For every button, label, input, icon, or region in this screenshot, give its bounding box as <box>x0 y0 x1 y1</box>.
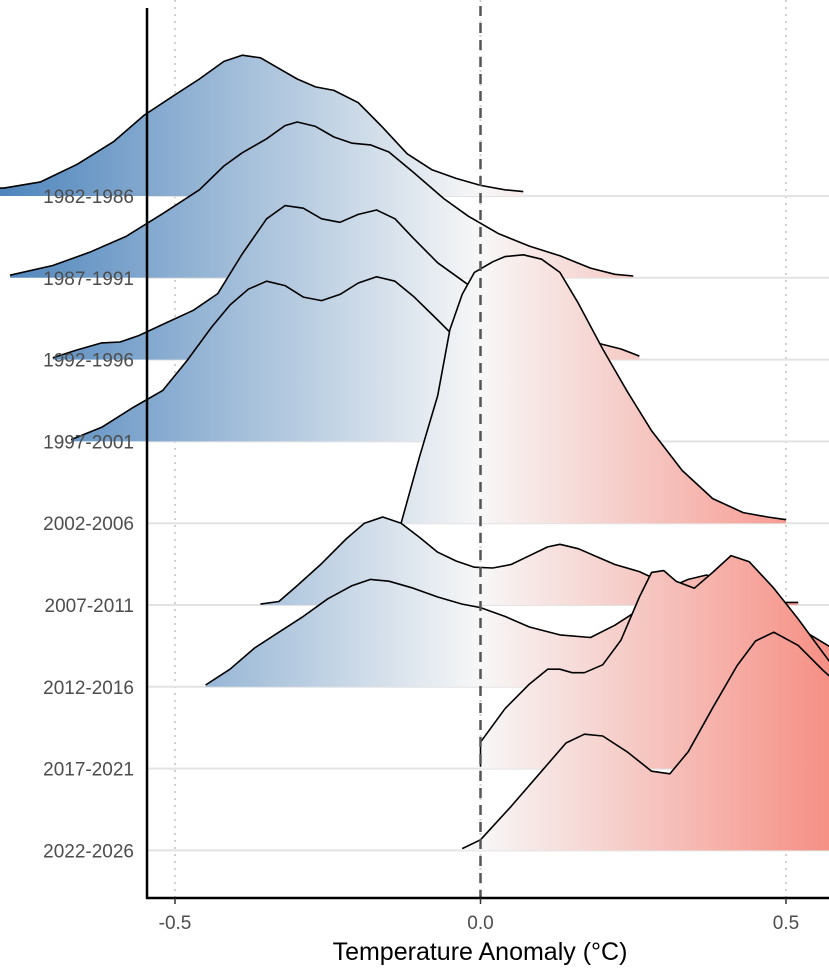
ridge-1997-2001 <box>70 276 482 442</box>
y-tick-label-8: 2022-2026 <box>43 841 134 862</box>
x-tick-label-3: 0.5 <box>773 913 799 934</box>
y-tick-label-0: 1982-1986 <box>43 187 134 208</box>
ridge-outline-0 <box>0 54 524 193</box>
ridge-area-8 <box>462 632 829 851</box>
y-tick-label-5: 2007-2011 <box>45 596 134 617</box>
ridge-area-1 <box>10 122 634 278</box>
ridge-area-4 <box>401 254 786 524</box>
x-tick-label-1: -0.5 <box>159 913 192 934</box>
y-tick-label-7: 2017-2021 <box>43 760 134 781</box>
ridge-outline-8 <box>461 631 829 850</box>
y-tick-label-4: 2002-2006 <box>43 514 134 535</box>
y-tick-label-3: 1997-2001 <box>43 432 134 453</box>
ridge-layer <box>0 54 829 851</box>
y-tick-label-6: 2012-2016 <box>43 678 134 699</box>
ridge-outline-4 <box>400 254 787 524</box>
ridge-outline-1 <box>9 121 634 277</box>
ridge-2002-2006 <box>400 254 787 524</box>
ridge-area-3 <box>71 276 481 442</box>
ridge-outline-7 <box>479 554 829 767</box>
y-tick-label-2: 1992-1996 <box>43 351 134 372</box>
x-tick-label-2: 0.0 <box>467 913 493 934</box>
ridge-1987-1991 <box>9 121 634 278</box>
y-tick-label-1: 1987-1991 <box>43 269 134 290</box>
x-axis-title: Temperature Anomaly (°C) <box>333 938 628 966</box>
ridge-2022-2026 <box>461 631 829 851</box>
ridge-outline-3 <box>70 276 482 441</box>
axis-layer: 1982-1986 1987-1991 1992-1996 1997-2001 2002… <box>43 8 829 934</box>
